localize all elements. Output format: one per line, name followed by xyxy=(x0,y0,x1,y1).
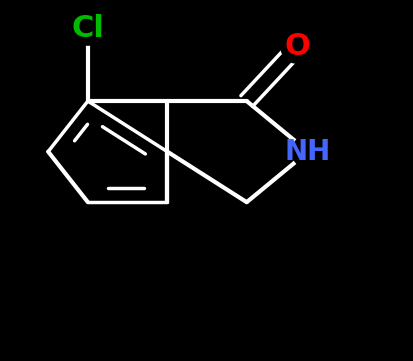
Text: NH: NH xyxy=(284,138,330,166)
Circle shape xyxy=(291,135,323,168)
Text: Cl: Cl xyxy=(71,14,104,43)
Text: O: O xyxy=(284,32,309,61)
Circle shape xyxy=(71,13,104,45)
Circle shape xyxy=(280,31,313,63)
